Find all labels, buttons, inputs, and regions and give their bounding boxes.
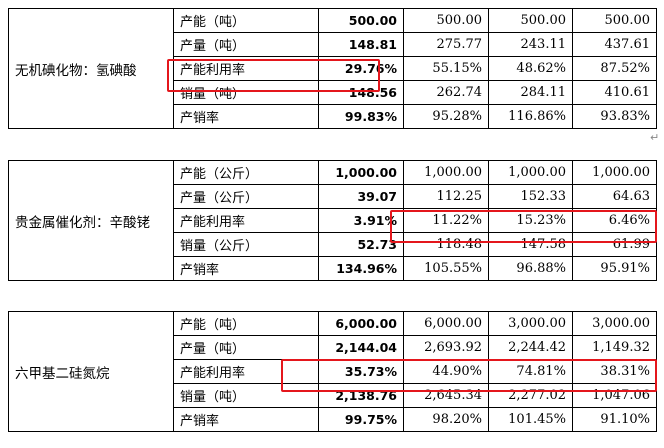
item-cell: 产能利用率 [173, 208, 319, 233]
value-cell: 96.88% [488, 256, 573, 281]
value-cell: 3.91% [318, 208, 404, 233]
value-cell: 93.83% [572, 104, 657, 129]
category-cell: 六甲基二硅氮烷 [8, 311, 174, 432]
item-cell: 产能（吨） [173, 8, 319, 33]
value-cell: 99.83% [318, 104, 404, 129]
table-row: 产量（吨） 2,144.04 2,693.92 2,244.42 1,149.3… [9, 335, 657, 360]
value-cell: 500.00 [572, 8, 657, 33]
table-row: 产量（公斤） 39.07 112.25 152.33 64.63 [9, 184, 657, 209]
value-cell: 134.96% [318, 256, 404, 281]
item-cell: 销量（公斤） [173, 232, 319, 257]
value-cell: 39.07 [318, 184, 404, 209]
item-cell: 产能利用率 [173, 359, 319, 384]
value-cell: 1,000.00 [572, 160, 657, 185]
value-cell: 116.86% [488, 104, 573, 129]
value-cell: 1,000.00 [488, 160, 573, 185]
value-cell: 6,000.00 [403, 311, 489, 336]
value-cell: 44.90% [403, 359, 489, 384]
value-cell: 6.46% [572, 208, 657, 233]
item-cell: 产能利用率 [173, 56, 319, 81]
value-cell: 15.23% [488, 208, 573, 233]
value-cell: 2,244.42 [488, 335, 573, 360]
value-cell: 148.81 [318, 32, 404, 57]
table-row: 销量（吨） 148.56 262.74 284.11 410.61 [9, 80, 657, 105]
value-cell: 74.81% [488, 359, 573, 384]
value-cell: 2,645.34 [403, 383, 489, 408]
value-cell: 98.20% [403, 407, 489, 432]
value-cell: 152.33 [488, 184, 573, 209]
value-cell: 29.76% [318, 56, 404, 81]
value-cell: 61.99 [572, 232, 657, 257]
item-cell: 产能（公斤） [173, 160, 319, 185]
value-cell: 55.15% [403, 56, 489, 81]
value-cell: 118.48 [403, 232, 489, 257]
table-block-2: 贵金属催化剂：辛酸铑 产能（公斤） 1,000.00 1,000.00 1,00… [8, 160, 657, 281]
item-cell: 产销率 [173, 104, 319, 129]
value-cell: 1,047.06 [572, 383, 657, 408]
value-cell: 6,000.00 [318, 311, 404, 336]
category-cell: 无机碘化物：氢碘酸 [8, 8, 174, 129]
table-row: 产能利用率 35.73% 44.90% 74.81% 38.31% [9, 359, 657, 384]
value-cell: 52.73 [318, 232, 404, 257]
value-cell: 1,149.32 [572, 335, 657, 360]
category-cell: 贵金属催化剂：辛酸铑 [8, 160, 174, 281]
value-cell: 500.00 [488, 8, 573, 33]
table-row: 六甲基二硅氮烷 产能（吨） 6,000.00 6,000.00 3,000.00… [8, 311, 657, 432]
value-cell: 2,138.76 [318, 383, 404, 408]
value-cell: 1,000.00 [403, 160, 489, 185]
value-cell: 64.63 [572, 184, 657, 209]
item-cell: 销量（吨） [173, 80, 319, 105]
item-cell: 产销率 [173, 407, 319, 432]
table-row: 销量（吨） 2,138.76 2,645.34 2,277.02 1,047.0… [9, 383, 657, 408]
item-cell: 产销率 [173, 256, 319, 281]
table-row: 产量（吨） 148.81 275.77 243.11 437.61 [9, 32, 657, 57]
table-row: 无机碘化物：氢碘酸 产能（吨） 500.00 500.00 500.00 500… [8, 8, 657, 129]
carriage-return-mark: ↵ [650, 131, 660, 144]
value-cell: 148.56 [318, 80, 404, 105]
value-cell: 284.11 [488, 80, 573, 105]
value-cell: 243.11 [488, 32, 573, 57]
value-cell: 101.45% [488, 407, 573, 432]
value-cell: 11.22% [403, 208, 489, 233]
value-cell: 500.00 [403, 8, 489, 33]
value-cell: 2,693.92 [403, 335, 489, 360]
value-cell: 112.25 [403, 184, 489, 209]
table-row: 产能利用率 3.91% 11.22% 15.23% 6.46% [9, 208, 657, 233]
item-cell: 产量（吨） [173, 335, 319, 360]
table-block-3: 六甲基二硅氮烷 产能（吨） 6,000.00 6,000.00 3,000.00… [8, 311, 657, 432]
value-cell: 95.28% [403, 104, 489, 129]
value-cell: 275.77 [403, 32, 489, 57]
table-row: 产销率 99.75% 98.20% 101.45% 91.10% [9, 407, 657, 432]
value-cell: 105.55% [403, 256, 489, 281]
value-cell: 48.62% [488, 56, 573, 81]
value-cell: 1,000.00 [318, 160, 404, 185]
item-cell: 销量（吨） [173, 383, 319, 408]
value-cell: 87.52% [572, 56, 657, 81]
value-cell: 262.74 [403, 80, 489, 105]
value-cell: 35.73% [318, 359, 404, 384]
value-cell: 95.91% [572, 256, 657, 281]
item-cell: 产量（吨） [173, 32, 319, 57]
value-cell: 38.31% [572, 359, 657, 384]
item-cell: 产能（吨） [173, 311, 319, 336]
value-cell: 99.75% [318, 407, 404, 432]
value-cell: 2,277.02 [488, 383, 573, 408]
table-row: 产销率 99.83% 95.28% 116.86% 93.83% [9, 104, 657, 129]
value-cell: 500.00 [318, 8, 404, 33]
value-cell: 147.58 [488, 232, 573, 257]
value-cell: 3,000.00 [572, 311, 657, 336]
value-cell: 91.10% [572, 407, 657, 432]
value-cell: 437.61 [572, 32, 657, 57]
value-cell: 410.61 [572, 80, 657, 105]
item-cell: 产量（公斤） [173, 184, 319, 209]
table-row: 产销率 134.96% 105.55% 96.88% 95.91% [9, 256, 657, 281]
table-row: 贵金属催化剂：辛酸铑 产能（公斤） 1,000.00 1,000.00 1,00… [8, 160, 657, 281]
value-cell: 2,144.04 [318, 335, 404, 360]
value-cell: 3,000.00 [488, 311, 573, 336]
table-block-1: 无机碘化物：氢碘酸 产能（吨） 500.00 500.00 500.00 500… [8, 8, 657, 129]
